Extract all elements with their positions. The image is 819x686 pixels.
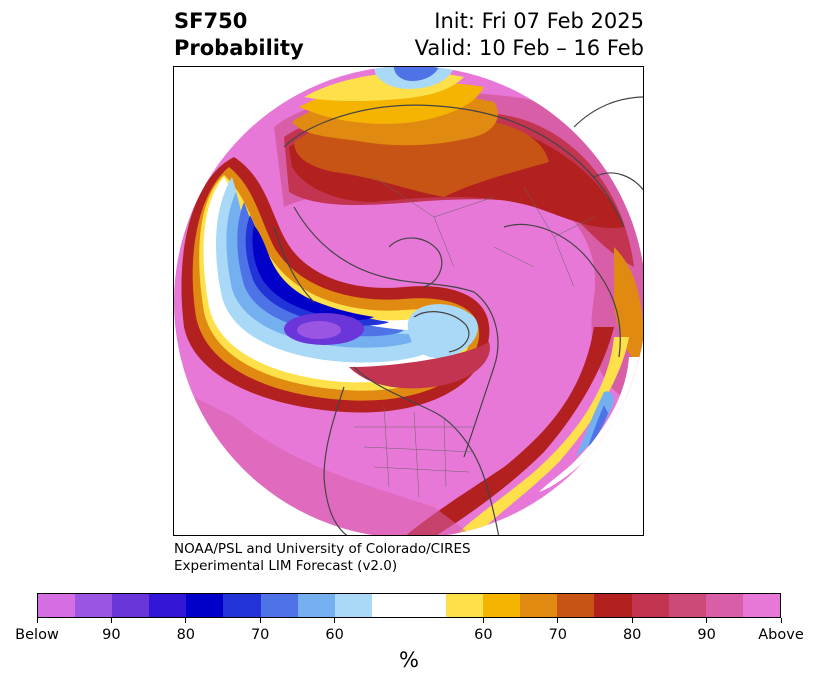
colorbar-segment xyxy=(297,594,335,617)
colorbar-tick xyxy=(259,618,261,623)
colorbar-segment xyxy=(668,594,706,617)
field-atlantic-stripe-white xyxy=(539,357,640,492)
colorbar-segment xyxy=(371,594,409,617)
colorbar-unit: % xyxy=(399,648,419,672)
field-atlantic-stripe-red xyxy=(404,327,614,535)
colorbar-segment xyxy=(38,594,76,617)
colorbar-tick xyxy=(482,618,484,623)
field-pacific-below-80 xyxy=(252,225,374,321)
colorbar-segment xyxy=(223,594,261,617)
colorbar-tick xyxy=(185,618,187,623)
colorbar-tick-label: Below xyxy=(15,627,59,643)
colorbar-segment xyxy=(483,594,521,617)
coastlines xyxy=(273,96,643,535)
colorbar-tick xyxy=(706,618,708,623)
colorbar-segment xyxy=(557,594,595,617)
colorbar-segment xyxy=(149,594,187,617)
colorbar-segment xyxy=(408,594,447,617)
colorbar-tick-label: 90 xyxy=(697,627,716,643)
colorbar-tick xyxy=(557,618,559,623)
colorbar-tick-label: 60 xyxy=(325,627,344,643)
colorbar-segment xyxy=(334,594,372,617)
init-date: Init: Fri 07 Feb 2025 xyxy=(434,9,644,33)
colorbar-tick-label: 70 xyxy=(548,627,568,643)
valid-range: Valid: 10 Feb – 16 Feb xyxy=(414,36,644,60)
field-atlantic-stripe-yellow xyxy=(454,337,629,535)
colorbar-segment xyxy=(742,594,780,617)
colorbar-tick xyxy=(334,618,336,623)
colorbar-segment xyxy=(260,594,298,617)
colorbar-segment xyxy=(705,594,743,617)
title-variable: SF750 xyxy=(174,9,248,33)
credit-line2: Experimental LIM Forecast (v2.0) xyxy=(174,558,398,574)
polar-map xyxy=(174,67,643,535)
field-arctic-blue2 xyxy=(394,67,439,81)
credit-block: NOAA/PSL and University of Colorado/CIRE… xyxy=(174,541,471,575)
field-center-blob xyxy=(324,207,414,277)
colorbar-tick xyxy=(780,618,782,623)
colorbar-tick-label: 90 xyxy=(102,627,121,643)
colorbar-segment xyxy=(186,594,224,617)
colorbar-tick-label: 80 xyxy=(176,627,196,643)
colorbar-segment xyxy=(112,594,150,617)
colorbar-tick xyxy=(110,618,112,623)
colorbar-tick xyxy=(36,618,38,623)
colorbar-tick-label: 80 xyxy=(622,627,642,643)
colorbar-segment xyxy=(594,594,632,617)
colorbar-tick-label: 70 xyxy=(250,627,270,643)
date-block: Init: Fri 07 Feb 2025 Valid: 10 Feb – 16… xyxy=(415,8,644,62)
field-na-halo xyxy=(349,342,490,389)
field-pacific-below-max xyxy=(297,321,341,339)
colorbar-tick-label: Above xyxy=(758,627,804,643)
title-probability: Probability xyxy=(174,36,304,60)
map-panel xyxy=(173,66,644,536)
borders xyxy=(354,176,595,498)
field-greenland-blue xyxy=(407,304,478,359)
title-block: SF750 Probability xyxy=(174,8,304,62)
colorbar-segment xyxy=(631,594,669,617)
colorbar-tick xyxy=(631,618,633,623)
colorbar-segment xyxy=(75,594,113,617)
colorbar xyxy=(37,593,781,618)
colorbar-tick-label: 60 xyxy=(474,627,493,643)
credit-line1: NOAA/PSL and University of Colorado/CIRE… xyxy=(174,541,471,557)
colorbar-segment xyxy=(446,594,484,617)
colorbar-segment xyxy=(520,594,558,617)
field-atlantic-blue2 xyxy=(588,405,608,447)
